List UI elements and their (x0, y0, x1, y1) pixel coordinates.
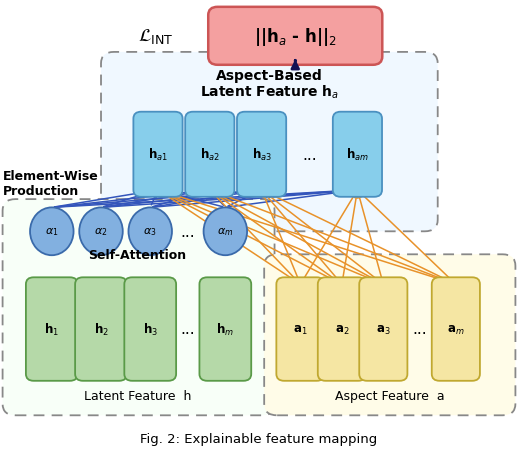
FancyBboxPatch shape (333, 112, 382, 197)
Text: a$_m$: a$_m$ (447, 323, 465, 336)
FancyBboxPatch shape (3, 200, 275, 415)
Text: h$_3$: h$_3$ (143, 321, 157, 337)
Text: ...: ... (181, 322, 195, 336)
Text: ...: ... (181, 224, 195, 239)
Text: $\alpha_2$: $\alpha_2$ (94, 226, 108, 238)
Text: Fig. 2: Explainable feature mapping: Fig. 2: Explainable feature mapping (140, 432, 378, 445)
Text: $\alpha_3$: $\alpha_3$ (143, 226, 157, 238)
FancyBboxPatch shape (359, 278, 407, 381)
FancyBboxPatch shape (237, 112, 286, 197)
Text: Aspect-Based: Aspect-Based (216, 69, 323, 83)
Text: $\alpha_1$: $\alpha_1$ (45, 226, 59, 238)
Text: h$_m$: h$_m$ (217, 321, 234, 337)
Text: Latent Feature  h: Latent Feature h (83, 389, 191, 402)
FancyBboxPatch shape (432, 278, 480, 381)
Text: h$_{am}$: h$_{am}$ (346, 147, 369, 163)
FancyBboxPatch shape (199, 278, 251, 381)
Text: h$_2$: h$_2$ (94, 321, 108, 337)
Text: a$_1$: a$_1$ (293, 323, 308, 336)
Ellipse shape (79, 208, 123, 256)
FancyBboxPatch shape (133, 112, 182, 197)
Text: h$_{a1}$: h$_{a1}$ (148, 147, 168, 163)
Text: ||h$_{a}$ - h||$_{2}$: ||h$_{a}$ - h||$_{2}$ (254, 26, 337, 48)
FancyBboxPatch shape (26, 278, 78, 381)
Text: h$_1$: h$_1$ (45, 321, 59, 337)
FancyBboxPatch shape (185, 112, 234, 197)
Text: $\mathcal{L}_{\mathrm{INT}}$: $\mathcal{L}_{\mathrm{INT}}$ (138, 27, 173, 46)
Text: $\alpha_m$: $\alpha_m$ (217, 226, 234, 238)
Text: Aspect Feature  a: Aspect Feature a (335, 389, 445, 402)
Text: Self-Attention: Self-Attention (88, 248, 186, 261)
Text: ...: ... (303, 147, 317, 162)
Ellipse shape (30, 208, 74, 256)
Text: Element-Wise
Production: Element-Wise Production (3, 170, 98, 197)
FancyBboxPatch shape (101, 53, 438, 232)
FancyBboxPatch shape (277, 278, 324, 381)
Ellipse shape (204, 208, 247, 256)
Text: ...: ... (412, 322, 427, 336)
FancyBboxPatch shape (264, 255, 515, 415)
FancyBboxPatch shape (75, 278, 127, 381)
Text: Latent Feature h$_{a}$: Latent Feature h$_{a}$ (200, 83, 339, 101)
Ellipse shape (128, 208, 172, 256)
FancyBboxPatch shape (124, 278, 176, 381)
FancyBboxPatch shape (208, 8, 382, 66)
Text: h$_{a3}$: h$_{a3}$ (252, 147, 271, 163)
Text: a$_2$: a$_2$ (335, 323, 349, 336)
Text: a$_3$: a$_3$ (376, 323, 391, 336)
FancyBboxPatch shape (318, 278, 366, 381)
Text: h$_{a2}$: h$_{a2}$ (200, 147, 220, 163)
